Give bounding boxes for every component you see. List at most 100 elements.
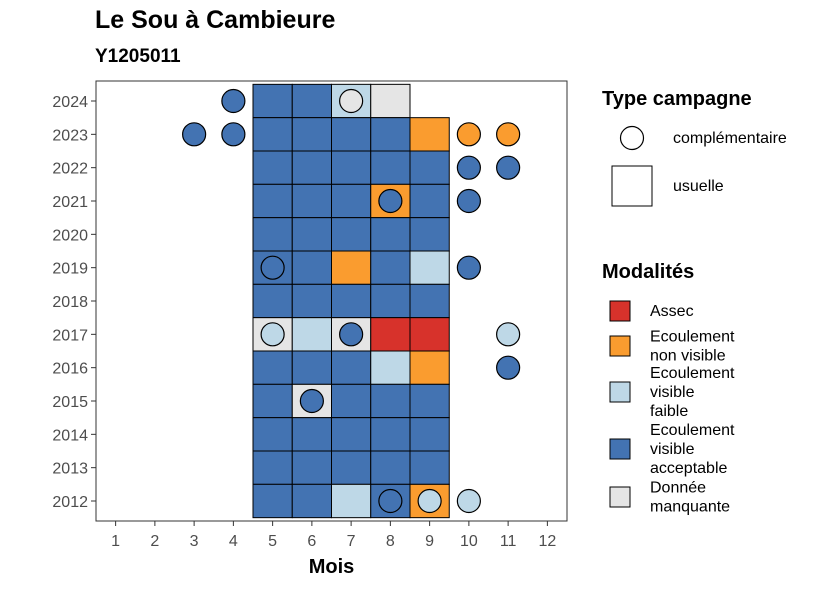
legend-shape-title: Type campagne xyxy=(602,88,752,110)
usuelle-cell xyxy=(331,350,372,385)
usuelle-cell xyxy=(252,350,293,385)
usuelle-cell xyxy=(291,483,332,519)
usuelle-cell xyxy=(409,450,450,485)
usuelle-cell xyxy=(252,117,293,152)
usuelle-cell xyxy=(409,283,450,319)
x-axis-title: Mois xyxy=(309,556,355,578)
y-tick-label: 2019 xyxy=(52,261,88,278)
y-tick-label: 2023 xyxy=(52,127,88,144)
usuelle-cell xyxy=(331,383,372,419)
complementaire-point xyxy=(339,88,364,114)
chart-title: Le Sou à Cambieure xyxy=(95,6,336,34)
complementaire-point xyxy=(221,122,246,147)
usuelle-cell xyxy=(291,83,332,119)
x-tick-label: 10 xyxy=(460,533,478,550)
usuelle-cell xyxy=(291,350,332,385)
usuelle-cell xyxy=(370,417,411,452)
usuelle-cell xyxy=(252,283,293,319)
usuelle-cell xyxy=(409,317,450,352)
x-tick-label: 2 xyxy=(150,533,159,550)
usuelle-cell xyxy=(409,217,450,252)
complementaire-point xyxy=(221,88,246,114)
y-tick-label: 2018 xyxy=(52,294,88,311)
x-tick-label: 9 xyxy=(425,533,434,550)
usuelle-cell xyxy=(370,383,411,419)
x-tick-label: 6 xyxy=(307,533,316,550)
legend-shape-label: usuelle xyxy=(673,178,724,195)
usuelle-cell xyxy=(291,183,332,219)
usuelle-cell xyxy=(252,450,293,485)
usuelle-cell xyxy=(252,217,293,252)
y-tick-label: 2016 xyxy=(52,361,88,378)
usuelle-cell xyxy=(291,417,332,452)
usuelle-cell xyxy=(291,283,332,319)
usuelle-cell xyxy=(409,383,450,419)
usuelle-cell xyxy=(409,250,450,285)
usuelle-cell xyxy=(252,83,293,119)
complementaire-point xyxy=(260,322,285,347)
y-tick-label: 2024 xyxy=(52,94,88,111)
usuelle-cell xyxy=(291,317,332,352)
usuelle-cell xyxy=(331,250,372,285)
legend-modalites-title: Modalités xyxy=(602,261,694,283)
usuelle-cell xyxy=(331,283,372,319)
x-tick-label: 12 xyxy=(538,533,556,550)
y-tick-label: 2013 xyxy=(52,461,88,478)
usuelle-cell xyxy=(409,150,450,185)
complementaire-point xyxy=(456,188,481,214)
legend-shape-label: complémentaire xyxy=(673,130,787,147)
y-tick-label: 2022 xyxy=(52,161,88,178)
axis-ticks: 1 2 3 4 5 6 7 8 9 10 11 122012201320142015201620172… xyxy=(52,94,556,550)
legend-modalite-key xyxy=(609,438,631,460)
usuelle-cell xyxy=(252,483,293,519)
usuelle-cell xyxy=(370,217,411,252)
legend-modalite-label: Assec xyxy=(650,303,694,320)
complementaire-point xyxy=(496,122,521,147)
complementaire-point xyxy=(456,255,481,280)
legend: Type campagne complémentaire usuelle Modali… xyxy=(602,88,787,516)
legend-square-key xyxy=(611,165,653,207)
usuelle-cell xyxy=(291,450,332,485)
complementaire-point xyxy=(299,388,324,414)
legend-circle-key xyxy=(619,125,645,151)
y-tick-label: 2021 xyxy=(52,194,88,211)
complementaire-point xyxy=(456,155,481,180)
legend-modalite-label: Ecoulement visible faible xyxy=(650,365,735,420)
usuelle-cell xyxy=(252,183,293,219)
y-tick-label: 2014 xyxy=(52,427,88,444)
complementaire-point xyxy=(339,322,364,347)
complementaire-point xyxy=(378,188,403,214)
usuelle-cell xyxy=(291,117,332,152)
usuelle-cell xyxy=(370,83,411,119)
legend-modalite-key xyxy=(609,381,631,403)
usuelle-cell xyxy=(370,117,411,152)
usuelle-cell xyxy=(370,283,411,319)
complementaire-point xyxy=(456,122,481,147)
legend-modalite-label: Donnée manquante xyxy=(650,480,730,516)
usuelle-cell xyxy=(291,250,332,285)
x-tick-label: 11 xyxy=(500,533,517,550)
x-tick-label: 8 xyxy=(386,533,395,550)
complementaire-point xyxy=(260,255,285,280)
usuelle-cell xyxy=(291,150,332,185)
x-tick-label: 4 xyxy=(229,533,238,550)
x-tick-label: 1 xyxy=(111,533,120,550)
usuelle-cell xyxy=(370,350,411,385)
complementaire-point xyxy=(496,322,521,347)
usuelle-cell xyxy=(331,217,372,252)
usuelle-cell xyxy=(409,417,450,452)
usuelle-cell xyxy=(331,417,372,452)
usuelle-cell xyxy=(252,417,293,452)
complementaire-point xyxy=(182,122,207,147)
usuelle-cell xyxy=(370,150,411,185)
x-tick-label: 5 xyxy=(268,533,277,550)
x-tick-label: 3 xyxy=(190,533,199,550)
complementaire-points xyxy=(182,88,521,514)
legend-modalite-label: Ecoulement non visible xyxy=(650,329,735,365)
usuelle-cell xyxy=(252,150,293,185)
legend-modalite-label: Ecoulement visible acceptable xyxy=(650,422,735,477)
usuelle-cell xyxy=(370,450,411,485)
x-tick-label: 7 xyxy=(347,533,356,550)
usuelle-cell xyxy=(252,383,293,419)
